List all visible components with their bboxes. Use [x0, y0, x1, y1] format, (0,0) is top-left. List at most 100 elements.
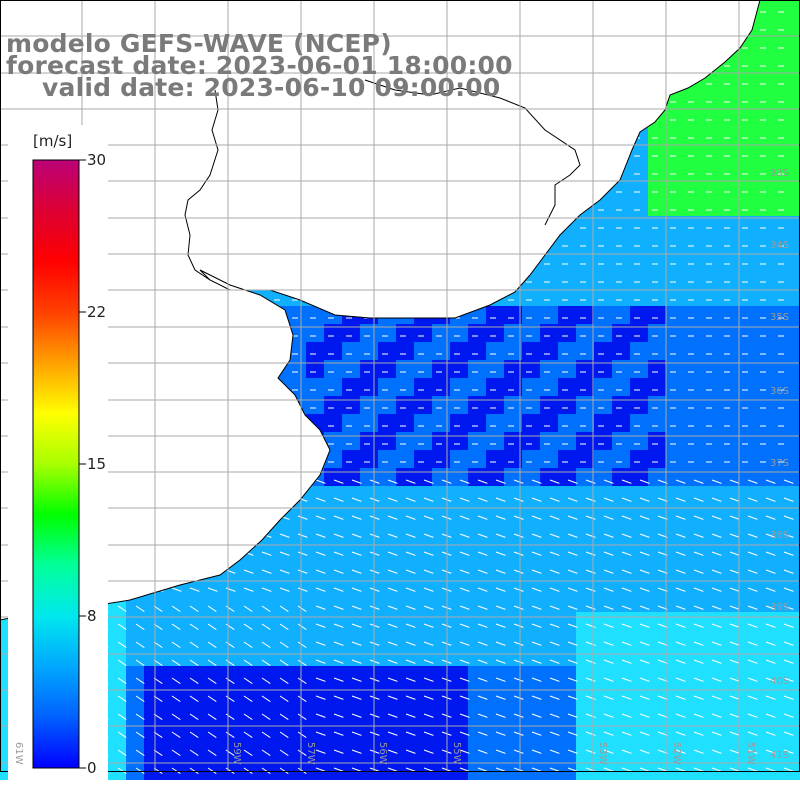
field-cell — [162, 720, 181, 739]
field-cell — [450, 684, 469, 703]
wind-arrow — [333, 479, 344, 484]
field-cell — [720, 324, 739, 343]
field-cell — [756, 756, 775, 775]
field-cell — [594, 360, 613, 379]
wind-arrow — [513, 515, 524, 520]
field-cell — [504, 378, 523, 397]
wind-arrow — [549, 515, 560, 520]
field-cell — [594, 378, 613, 397]
field-cell — [594, 522, 613, 541]
wind-arrow — [477, 659, 488, 664]
field-cell — [432, 630, 451, 649]
field-cell — [540, 324, 559, 343]
field-cell — [378, 414, 397, 433]
field-cell — [360, 594, 379, 613]
field-cell — [702, 648, 721, 667]
field-cell — [774, 684, 793, 703]
field-cell — [450, 720, 469, 739]
wind-arrow — [621, 479, 632, 484]
field-cell — [792, 54, 800, 73]
field-cell — [702, 666, 721, 685]
wind-arrow — [261, 587, 272, 592]
field-cell — [756, 324, 775, 343]
field-cell — [108, 720, 127, 739]
field-cell — [396, 702, 415, 721]
field-cell — [774, 666, 793, 685]
lon-label: 55W — [451, 742, 462, 765]
field-cell — [594, 558, 613, 577]
wind-arrow — [693, 533, 704, 538]
wind-arrow — [369, 551, 380, 556]
field-cell — [522, 432, 541, 451]
wind-arrow — [207, 713, 217, 721]
wind-arrow — [639, 749, 650, 754]
field-cell — [720, 504, 739, 523]
field-cell — [648, 270, 667, 289]
field-cell — [396, 342, 415, 361]
wind-arrow — [261, 659, 271, 667]
colorbar-tick-label: 30 — [87, 151, 107, 169]
field-cell — [738, 414, 757, 433]
wind-arrow — [783, 587, 794, 592]
wind-arrow — [747, 497, 758, 502]
field-cell — [774, 396, 793, 415]
field-cell — [450, 486, 469, 505]
field-cell — [486, 306, 505, 325]
wind-arrow — [459, 533, 470, 538]
wind-arrow — [711, 731, 722, 736]
field-cell — [720, 342, 739, 361]
field-cell — [378, 360, 397, 379]
field-cell — [252, 702, 271, 721]
wind-arrow — [477, 713, 488, 718]
field-cell — [702, 180, 721, 199]
field-cell — [648, 126, 667, 145]
wind-arrow — [189, 695, 199, 703]
field-cell — [612, 414, 631, 433]
field-cell — [540, 378, 559, 397]
field-cell — [648, 468, 667, 487]
wind-arrow — [315, 677, 326, 682]
field-cell — [522, 396, 541, 415]
field-cell — [792, 396, 800, 415]
field-cell — [504, 756, 523, 775]
wind-arrow — [351, 659, 362, 664]
wind-arrow — [747, 479, 758, 484]
field-cell — [414, 396, 433, 415]
wind-arrow — [693, 749, 704, 754]
field-cell — [486, 738, 505, 757]
field-cell — [612, 486, 631, 505]
field-cell — [684, 216, 703, 235]
wind-arrow — [531, 533, 542, 538]
wind-arrow — [531, 623, 542, 628]
field-cell — [360, 558, 379, 577]
field-cell — [216, 630, 235, 649]
field-cell — [234, 756, 253, 775]
wind-arrow — [477, 605, 488, 610]
field-cell — [612, 270, 631, 289]
field-cell — [576, 450, 595, 469]
wind-arrow — [459, 767, 470, 772]
field-cell — [270, 540, 289, 559]
field-cell — [738, 54, 757, 73]
field-cell — [504, 504, 523, 523]
wind-arrow — [369, 659, 380, 664]
wind-arrow — [513, 533, 524, 538]
wind-arrow — [621, 605, 632, 610]
field-cell — [774, 144, 793, 163]
wind-arrow — [405, 587, 416, 592]
field-cell — [432, 558, 451, 577]
field-cell — [144, 702, 163, 721]
field-cell — [432, 666, 451, 685]
field-cell — [468, 504, 487, 523]
wind-arrow — [747, 605, 758, 610]
wind-arrow — [315, 605, 326, 610]
field-cell — [630, 648, 649, 667]
wind-arrow — [495, 623, 506, 628]
wind-arrow — [531, 713, 542, 718]
wind-arrow — [477, 515, 488, 520]
field-cell — [702, 198, 721, 217]
field-cell — [324, 630, 343, 649]
field-cell — [234, 684, 253, 703]
field-cell — [594, 468, 613, 487]
field-cell — [720, 252, 739, 271]
